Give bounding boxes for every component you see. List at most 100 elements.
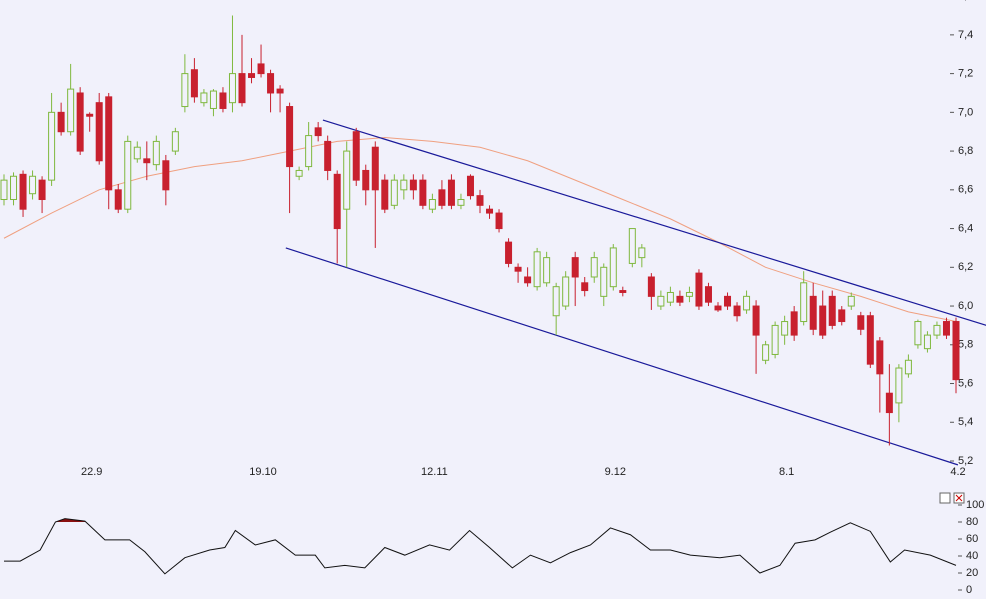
candle-body bbox=[286, 106, 294, 168]
candle-body bbox=[647, 276, 655, 297]
candle-body bbox=[590, 257, 598, 278]
candle-body bbox=[752, 305, 760, 336]
candle-body bbox=[628, 228, 636, 264]
x-tick-label: 22.9 bbox=[81, 466, 102, 478]
candle-body bbox=[904, 359, 912, 375]
candle-body bbox=[200, 92, 208, 104]
candle-body bbox=[685, 291, 693, 297]
candle-body bbox=[48, 111, 56, 181]
candle-body bbox=[495, 212, 503, 230]
candle-body bbox=[95, 102, 103, 162]
candle-body bbox=[857, 315, 865, 330]
candle-body bbox=[219, 92, 227, 109]
x-tick-label: 9.12 bbox=[605, 466, 626, 478]
candle-body bbox=[676, 295, 684, 303]
candle-body bbox=[152, 140, 160, 166]
candle-body bbox=[171, 131, 179, 152]
candle-body bbox=[324, 140, 332, 171]
osc-tick-label: 40 bbox=[966, 550, 978, 562]
candle-body bbox=[124, 140, 132, 210]
candle-body bbox=[619, 290, 627, 293]
candle-body bbox=[438, 189, 446, 206]
candle-body bbox=[86, 113, 94, 117]
candle-body bbox=[762, 344, 770, 361]
candle-body bbox=[609, 247, 617, 288]
candle-body bbox=[19, 173, 27, 210]
osc-tick-label: 0 bbox=[966, 584, 972, 596]
candle-body bbox=[0, 179, 8, 201]
settings-icon[interactable] bbox=[939, 492, 951, 504]
candle-body bbox=[933, 324, 941, 336]
candle-body bbox=[704, 286, 712, 303]
x-tick-label: 4.2 bbox=[950, 466, 965, 478]
trend-line bbox=[322, 119, 986, 326]
candle-body bbox=[923, 334, 931, 350]
candle-body bbox=[466, 175, 474, 197]
candle-body bbox=[942, 321, 950, 336]
candle-body bbox=[952, 321, 960, 381]
candle-body bbox=[333, 173, 341, 230]
x-tick-label: 8.1 bbox=[779, 466, 794, 478]
candle-body bbox=[362, 169, 370, 191]
candle-body bbox=[257, 63, 265, 75]
candle-body bbox=[838, 309, 846, 323]
candle-body bbox=[505, 241, 513, 264]
candle-body bbox=[238, 73, 246, 104]
candle-body bbox=[57, 111, 65, 133]
candle-body bbox=[10, 175, 18, 201]
candle-body bbox=[381, 179, 389, 210]
candle-body bbox=[248, 73, 256, 78]
osc-tick-label: 60 bbox=[966, 533, 978, 545]
candle-body bbox=[914, 321, 922, 346]
candle-body bbox=[552, 286, 560, 317]
candle-body bbox=[228, 73, 236, 104]
candle-body bbox=[828, 295, 836, 326]
candle-body bbox=[800, 282, 808, 323]
y-tick-label: 7,6 bbox=[958, 0, 973, 2]
candle-body bbox=[524, 276, 532, 284]
candle-body bbox=[876, 340, 884, 375]
candle-body bbox=[114, 189, 122, 210]
candle-body bbox=[638, 247, 646, 259]
candle-body bbox=[305, 135, 313, 168]
candle-body bbox=[571, 257, 579, 278]
y-tick-label: 7,4 bbox=[958, 29, 973, 41]
candle-body bbox=[533, 251, 541, 288]
osc-tick-label: 20 bbox=[966, 567, 978, 579]
candle-body bbox=[847, 295, 855, 307]
candle-body bbox=[162, 160, 170, 191]
y-tick-label: 5,4 bbox=[958, 416, 973, 428]
candle-body bbox=[514, 266, 522, 272]
candle-body bbox=[743, 295, 751, 311]
candle-body bbox=[295, 169, 303, 177]
candle-body bbox=[314, 127, 322, 137]
candle-body bbox=[885, 392, 893, 414]
candle-body bbox=[562, 276, 570, 307]
candle-body bbox=[809, 295, 817, 330]
candle-body bbox=[371, 146, 379, 191]
candle-body bbox=[724, 295, 732, 307]
candle-body bbox=[819, 305, 827, 336]
y-tick-label: 6,2 bbox=[958, 261, 973, 273]
candle-body bbox=[352, 131, 360, 181]
candle-body bbox=[133, 146, 141, 160]
candle-body bbox=[895, 367, 903, 404]
candle-body bbox=[419, 179, 427, 206]
y-tick-label: 5,6 bbox=[958, 377, 973, 389]
candle-body bbox=[190, 69, 198, 98]
candle-body bbox=[276, 88, 284, 94]
candle-body bbox=[866, 315, 874, 365]
candle-body bbox=[790, 311, 798, 336]
candle-body bbox=[771, 324, 779, 355]
candle-body bbox=[486, 208, 494, 214]
x-tick-label: 12.11 bbox=[421, 466, 448, 478]
candle-body bbox=[38, 179, 46, 201]
y-tick-label: 6,0 bbox=[958, 300, 973, 312]
candle-body bbox=[105, 96, 113, 191]
candle-body bbox=[543, 257, 551, 284]
candle-body bbox=[209, 90, 217, 109]
y-tick-label: 7,0 bbox=[958, 106, 973, 118]
trend-line bbox=[285, 247, 959, 466]
candle-body bbox=[143, 158, 151, 164]
